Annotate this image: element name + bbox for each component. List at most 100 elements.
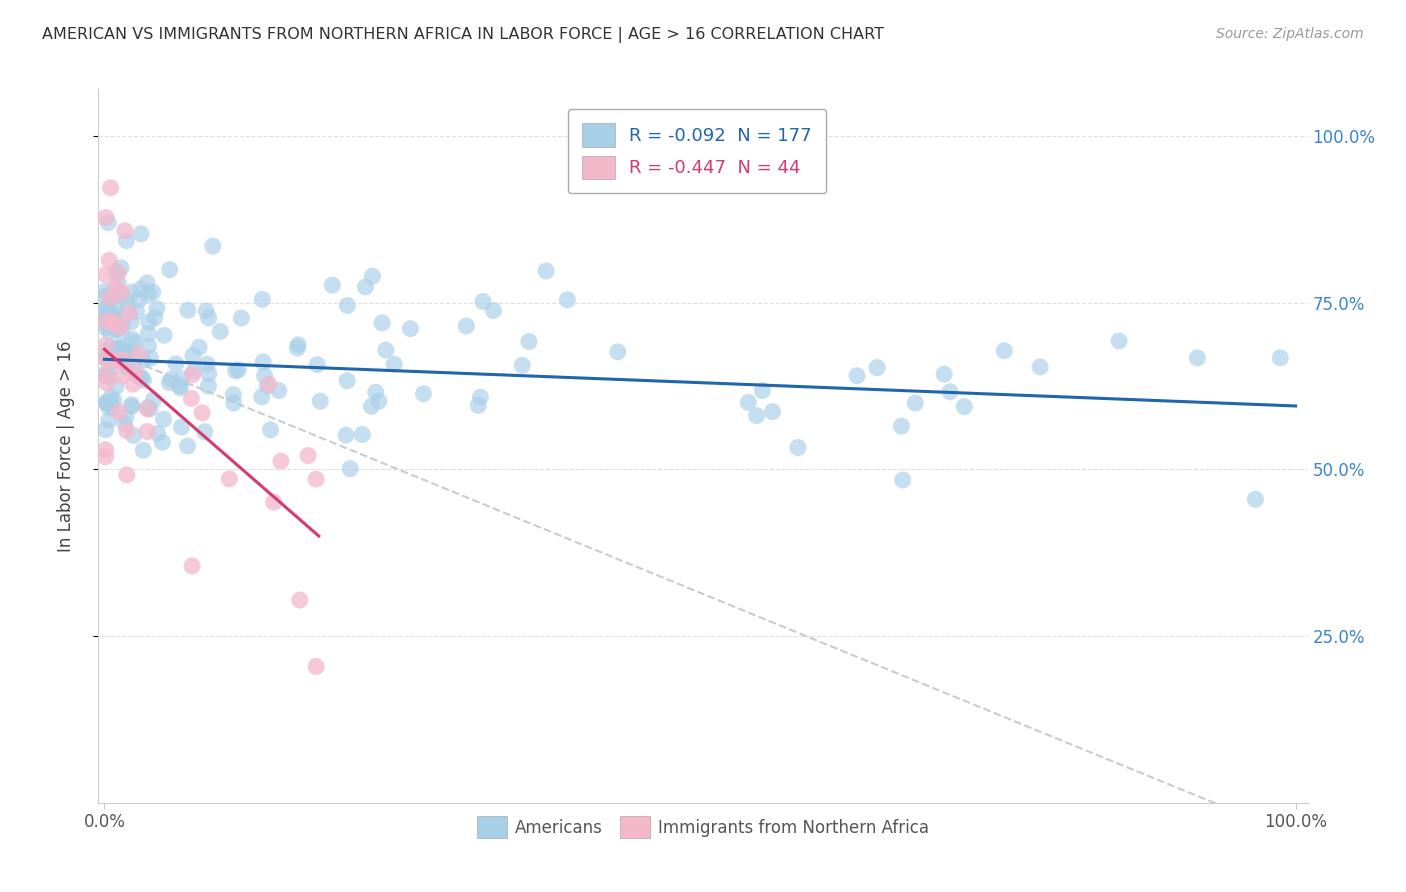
Point — [98, 291, 121, 305]
Point — [103, 309, 125, 323]
Point — [181, 368, 204, 382]
Point — [136, 401, 159, 415]
Point — [866, 360, 889, 375]
Point — [121, 285, 143, 300]
Point — [121, 398, 143, 412]
Point — [165, 357, 187, 371]
Point — [195, 304, 218, 318]
Point — [321, 278, 343, 293]
Point — [118, 306, 141, 320]
Point — [456, 318, 478, 333]
Point — [98, 305, 121, 319]
Point — [136, 287, 159, 301]
Point — [94, 284, 117, 298]
Point — [201, 239, 224, 253]
Point — [170, 372, 193, 386]
Point — [107, 351, 129, 365]
Point — [100, 396, 122, 410]
Point — [157, 376, 180, 390]
Point — [104, 351, 127, 365]
Point — [336, 298, 359, 312]
Point — [170, 420, 193, 434]
Point — [120, 315, 142, 329]
Point — [197, 310, 219, 325]
Point — [138, 315, 160, 329]
Point — [115, 409, 138, 424]
Point — [98, 253, 121, 268]
Point — [136, 401, 159, 416]
Point — [993, 343, 1015, 358]
Point — [890, 419, 912, 434]
Point — [309, 394, 332, 409]
Legend: Americans, Immigrants from Northern Africa: Americans, Immigrants from Northern Afri… — [470, 810, 936, 845]
Point — [253, 368, 276, 383]
Point — [352, 427, 374, 442]
Point — [252, 293, 274, 307]
Point — [183, 364, 205, 378]
Point — [181, 559, 204, 574]
Point — [195, 357, 218, 371]
Point — [121, 400, 143, 414]
Point — [94, 368, 117, 383]
Point — [103, 393, 125, 408]
Point — [336, 374, 359, 388]
Point — [115, 424, 138, 438]
Point — [891, 473, 914, 487]
Point — [360, 400, 382, 414]
Point — [118, 347, 141, 361]
Point — [152, 412, 174, 426]
Point — [101, 315, 124, 329]
Point — [751, 384, 773, 398]
Point — [124, 366, 146, 380]
Point — [482, 303, 505, 318]
Point — [287, 338, 309, 352]
Point — [117, 359, 139, 374]
Point — [139, 401, 162, 416]
Point — [136, 326, 159, 341]
Point — [129, 227, 152, 241]
Point — [267, 384, 290, 398]
Point — [94, 338, 117, 352]
Point — [1270, 351, 1292, 365]
Point — [100, 293, 122, 307]
Point — [127, 369, 149, 384]
Point — [114, 352, 136, 367]
Point — [257, 377, 280, 392]
Point — [146, 301, 169, 316]
Point — [371, 316, 394, 330]
Point — [745, 409, 768, 423]
Point — [97, 216, 120, 230]
Point — [111, 316, 134, 330]
Point — [180, 392, 202, 406]
Point — [169, 378, 191, 392]
Point — [96, 317, 118, 331]
Point — [181, 349, 204, 363]
Point — [1029, 359, 1052, 374]
Point — [115, 293, 138, 307]
Point — [209, 325, 232, 339]
Point — [287, 341, 309, 355]
Point — [100, 390, 122, 404]
Point — [100, 180, 122, 194]
Point — [136, 425, 159, 439]
Point — [1108, 334, 1130, 348]
Point — [96, 314, 118, 328]
Point — [124, 335, 146, 350]
Point — [98, 370, 121, 384]
Point — [297, 449, 319, 463]
Point — [146, 426, 169, 441]
Point — [94, 442, 117, 457]
Point — [103, 401, 125, 415]
Point — [94, 368, 117, 383]
Point — [107, 405, 129, 419]
Point — [222, 396, 245, 410]
Point — [188, 340, 211, 354]
Point — [354, 280, 377, 294]
Point — [125, 304, 148, 318]
Point — [96, 376, 118, 390]
Point — [139, 351, 162, 366]
Point — [101, 353, 124, 368]
Point — [250, 390, 273, 404]
Point — [105, 379, 128, 393]
Point — [107, 266, 129, 280]
